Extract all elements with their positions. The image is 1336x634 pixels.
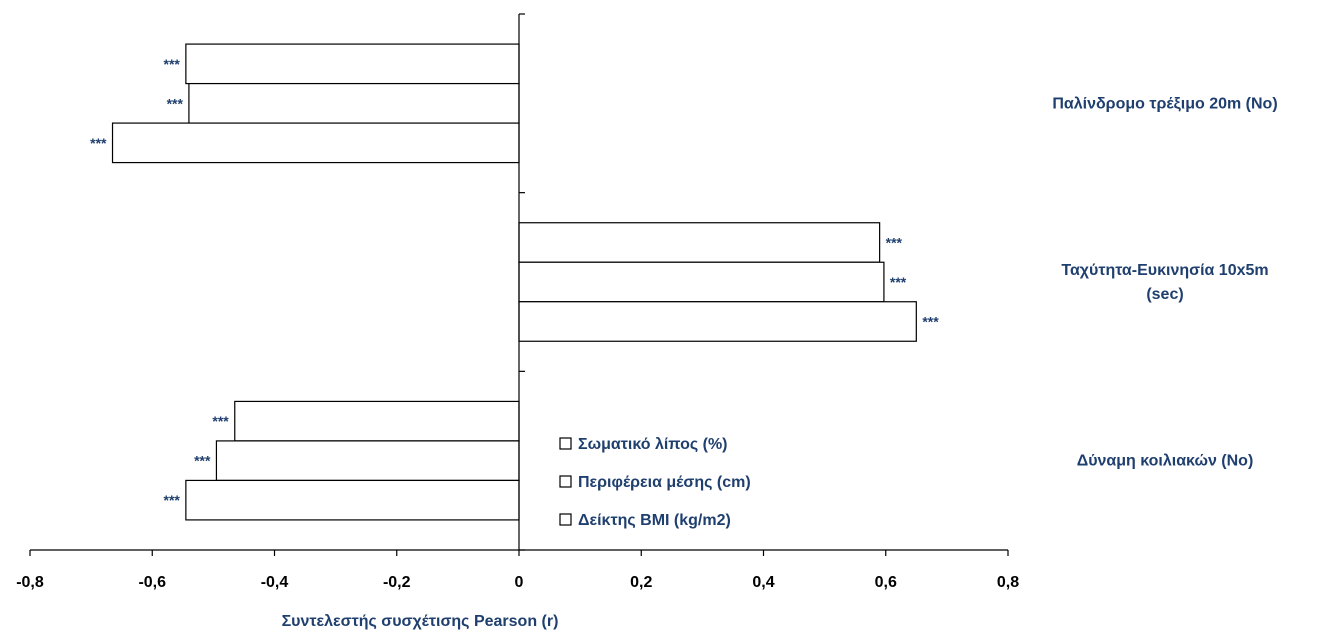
legend-label: Δείκτης BMI (kg/m2) [578,512,731,529]
bar-group: *** *** *** *** *** *** *** *** *** [90,43,939,521]
x-tick-label: 0,6 [875,574,897,591]
x-tick-label: 0,8 [997,574,1019,591]
significance-label: *** [90,135,107,151]
x-tick-label: -0,4 [261,574,289,591]
significance-label: *** [886,235,903,251]
x-axis-title: Συντελεστής συσχέτισης Pearson (r) [282,613,559,630]
bar-3-2 [215,440,520,482]
bar-2-2 [518,261,885,303]
significance-label: *** [167,95,184,111]
legend: Σωματικό λίπος (%) Περιφέρεια μέσης (cm) Δ… [559,436,751,529]
legend-swatch [559,475,572,488]
significance-label: *** [194,453,211,469]
x-tick-label: 0,4 [752,574,774,591]
bar-3-1 [234,400,520,442]
significance-label: *** [890,274,907,290]
legend-label: Σωματικό λίπος (%) [578,436,728,453]
legend-swatch [559,513,572,526]
significance-label: *** [164,56,181,72]
category-labels: Παλίνδρομο τρέξιμο 20m (No) Ταχύτητα-Ευκι… [1052,95,1277,469]
bar-3-3 [185,479,520,521]
x-tick-label: 0 [515,574,524,591]
legend-label: Περιφέρεια μέσης (cm) [578,474,751,491]
x-axis-ticks: -0,8 -0,6 -0,4 -0,2 0 0,2 0,4 0,6 0,8 [16,550,1019,591]
significance-label: *** [922,314,939,330]
bar-1-2 [188,82,520,124]
category-label: Δύναμη κοιλιακών (No) [1077,453,1254,470]
x-tick-label: -0,6 [138,574,166,591]
bar-1-1 [185,43,520,85]
category-label: Ταχύτητα-Ευκινησία 10x5m (sec) [1061,262,1268,303]
bar-2-3 [518,301,917,342]
significance-label: *** [164,492,181,508]
x-tick-label: -0,2 [383,574,411,591]
x-tick-label: 0,2 [630,574,652,591]
category-label: Παλίνδρομο τρέξιμο 20m (No) [1052,95,1277,112]
x-tick-label: -0,8 [16,574,44,591]
significance-label: *** [212,413,229,429]
legend-swatch [559,437,572,450]
bar-2-1 [518,222,881,263]
bar-1-3 [111,122,520,164]
